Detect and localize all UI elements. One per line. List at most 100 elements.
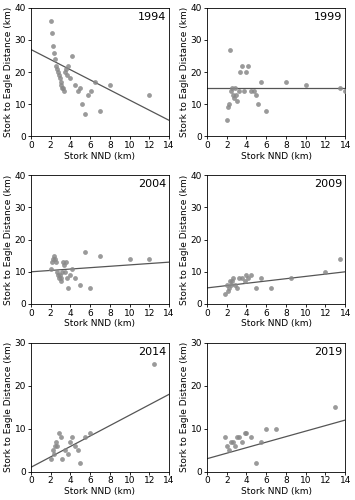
Point bbox=[256, 100, 261, 108]
Point bbox=[226, 100, 231, 108]
Point bbox=[222, 290, 228, 298]
Point bbox=[147, 255, 152, 263]
Point bbox=[232, 280, 237, 288]
Point bbox=[64, 258, 69, 266]
Point bbox=[62, 268, 68, 276]
Point bbox=[50, 42, 55, 50]
Point bbox=[242, 278, 247, 285]
Point bbox=[66, 62, 71, 70]
Point bbox=[52, 255, 58, 263]
Point bbox=[228, 280, 234, 288]
Point bbox=[62, 446, 68, 454]
Point bbox=[229, 84, 235, 92]
X-axis label: Stork NND (km): Stork NND (km) bbox=[65, 319, 136, 328]
Point bbox=[239, 274, 244, 282]
Point bbox=[55, 271, 60, 279]
Point bbox=[75, 88, 81, 96]
Point bbox=[226, 446, 231, 454]
Point bbox=[288, 274, 294, 282]
Point bbox=[248, 434, 254, 442]
Point bbox=[268, 284, 274, 292]
Point bbox=[53, 438, 59, 446]
Point bbox=[62, 88, 67, 96]
Point bbox=[225, 287, 231, 295]
Point bbox=[151, 360, 157, 368]
Point bbox=[72, 274, 78, 282]
Point bbox=[337, 84, 343, 92]
Point bbox=[97, 252, 103, 260]
Point bbox=[70, 264, 75, 272]
Text: 1994: 1994 bbox=[138, 12, 166, 22]
Point bbox=[224, 116, 230, 124]
Point bbox=[127, 255, 132, 263]
Point bbox=[283, 78, 289, 86]
Point bbox=[75, 446, 81, 454]
Point bbox=[85, 90, 91, 98]
Point bbox=[246, 62, 251, 70]
Point bbox=[58, 78, 63, 86]
Point bbox=[60, 84, 65, 92]
Point bbox=[54, 442, 59, 450]
X-axis label: Stork NND (km): Stork NND (km) bbox=[241, 487, 312, 496]
Point bbox=[72, 81, 78, 89]
Point bbox=[56, 429, 61, 437]
Point bbox=[227, 278, 233, 285]
Point bbox=[56, 274, 61, 282]
Point bbox=[77, 459, 83, 467]
Point bbox=[263, 424, 269, 432]
Point bbox=[67, 74, 73, 82]
Point bbox=[65, 274, 70, 282]
Point bbox=[171, 255, 177, 263]
Point bbox=[263, 106, 269, 114]
Point bbox=[70, 52, 75, 60]
Point bbox=[233, 90, 239, 98]
Point bbox=[337, 255, 343, 263]
Point bbox=[230, 438, 235, 446]
Point bbox=[54, 65, 59, 73]
Point bbox=[236, 274, 241, 282]
Point bbox=[70, 434, 75, 442]
Point bbox=[88, 88, 94, 96]
Point bbox=[66, 284, 71, 292]
Point bbox=[234, 434, 240, 442]
Text: 1999: 1999 bbox=[314, 12, 342, 22]
Point bbox=[253, 459, 259, 467]
Point bbox=[239, 62, 244, 70]
Point bbox=[62, 68, 68, 76]
Point bbox=[53, 258, 59, 266]
Point bbox=[228, 88, 234, 96]
Point bbox=[224, 280, 230, 288]
Point bbox=[61, 258, 66, 266]
Point bbox=[222, 434, 228, 442]
Point bbox=[244, 68, 249, 76]
X-axis label: Stork NND (km): Stork NND (km) bbox=[65, 152, 136, 160]
Point bbox=[248, 88, 254, 96]
Point bbox=[58, 278, 63, 285]
Point bbox=[258, 78, 264, 86]
Point bbox=[253, 284, 259, 292]
Point bbox=[54, 268, 59, 276]
Point bbox=[273, 424, 279, 432]
Point bbox=[237, 68, 242, 76]
Point bbox=[253, 90, 259, 98]
Point bbox=[62, 262, 67, 270]
Point bbox=[82, 248, 88, 256]
Point bbox=[67, 271, 73, 279]
Point bbox=[65, 72, 70, 80]
Text: 2014: 2014 bbox=[138, 346, 166, 356]
Point bbox=[59, 81, 64, 89]
Point bbox=[59, 274, 64, 282]
Point bbox=[234, 284, 240, 292]
Y-axis label: Stork to Eagle Distance (km): Stork to Eagle Distance (km) bbox=[4, 7, 13, 137]
Point bbox=[230, 274, 235, 282]
Point bbox=[77, 280, 83, 288]
Point bbox=[236, 434, 241, 442]
Point bbox=[72, 442, 78, 450]
Point bbox=[51, 252, 56, 260]
Point bbox=[246, 274, 251, 282]
Point bbox=[244, 271, 249, 279]
Point bbox=[82, 434, 88, 442]
Point bbox=[224, 442, 230, 450]
Point bbox=[303, 81, 308, 89]
Point bbox=[67, 438, 73, 446]
